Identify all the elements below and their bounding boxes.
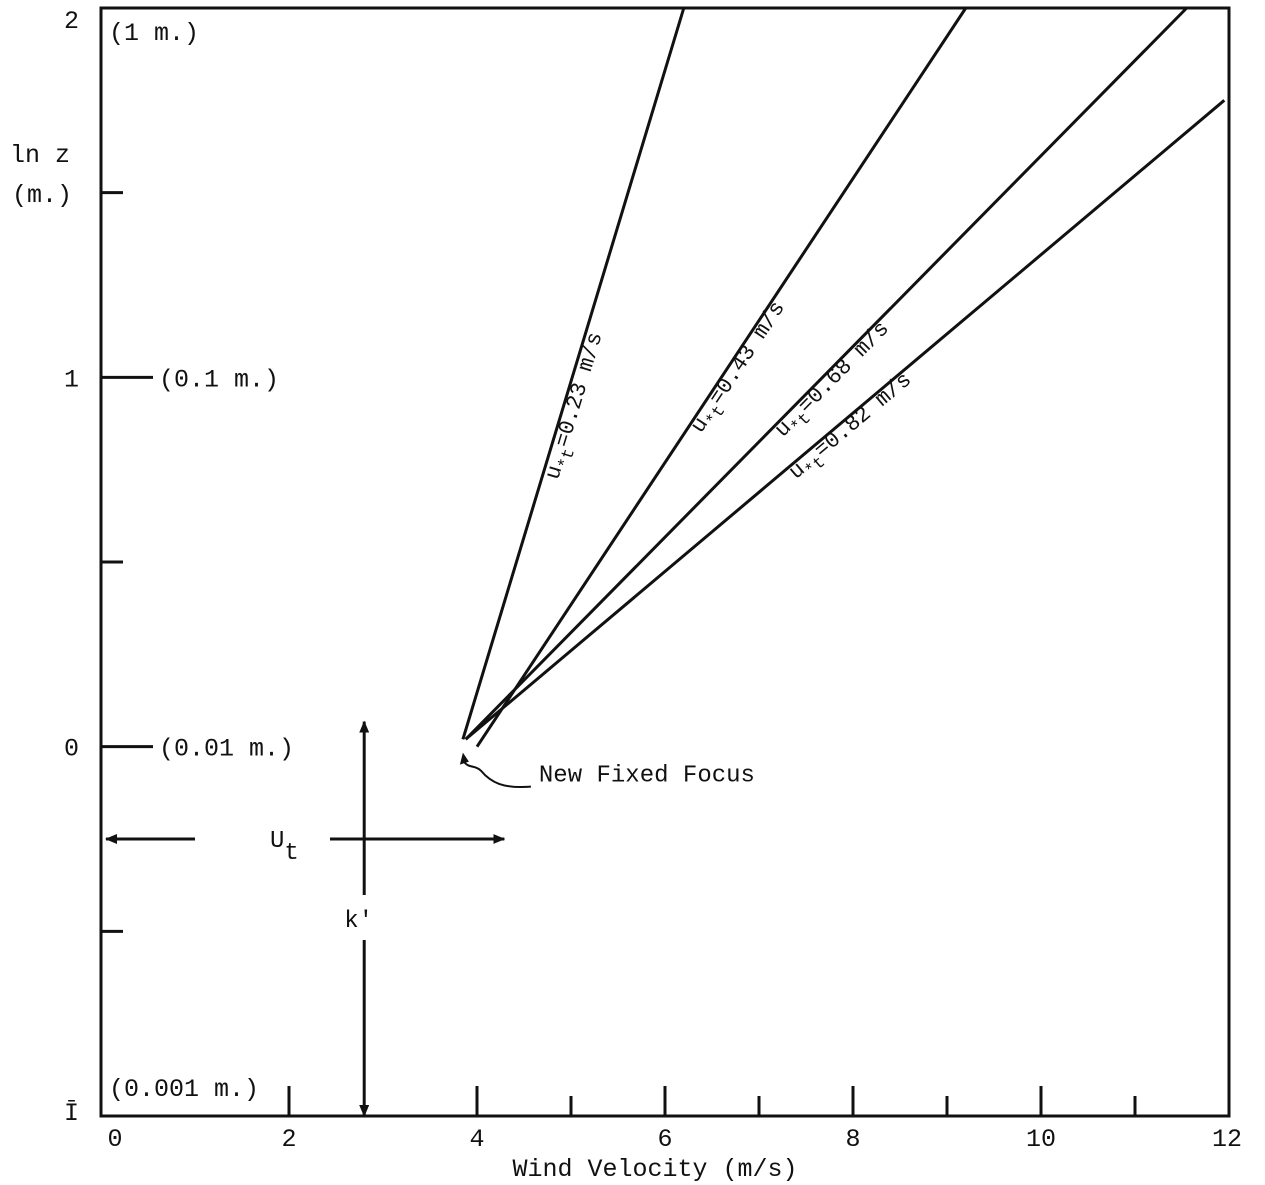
focus-label: New Fixed Focus — [539, 763, 755, 790]
series-label-rest: =0.43 m/s — [704, 297, 790, 410]
series-line — [475, 7, 968, 748]
x-tick-label: 8 — [845, 1125, 860, 1154]
series-label-subscript: *t — [556, 447, 580, 472]
x-tick-label: 4 — [469, 1125, 484, 1154]
focus-arrow-tip — [459, 752, 469, 765]
y-tick-label: Ī — [64, 1099, 79, 1128]
ut-label-subscript: t — [284, 840, 298, 867]
series-label: u*t=0.23 m/s — [541, 329, 615, 484]
y-axis-title-line-2: (m.) — [12, 181, 72, 210]
x-axis-title: Wind Velocity (m/s) — [512, 1155, 797, 1184]
series-line — [464, 6, 1188, 741]
x-tick-label: 0 — [107, 1125, 122, 1154]
y-axis-title-line-1: ln z — [10, 141, 70, 170]
y-height-label: (1 m.) — [109, 19, 199, 48]
series-lines: u*t=0.23 m/s u*t=0.43 m/su*t=0.68 m/su*t=… — [461, 6, 1226, 748]
y-height-label: (0.01 m.) — [159, 735, 294, 764]
k-label: k' — [344, 908, 373, 935]
x-tick-label: 12 — [1212, 1125, 1242, 1154]
series-label-rest: =0.23 m/s — [550, 329, 608, 450]
focus-callout-curve — [463, 761, 531, 789]
x-tick-label: 6 — [657, 1125, 672, 1154]
annotations: New Fixed Focus Ut k' — [105, 720, 755, 1117]
series-line — [461, 7, 686, 740]
y-height-label: (0.001 m.) — [109, 1075, 259, 1104]
ut-label-main: U — [270, 828, 284, 855]
y-axis-ticks: Ī (0.001 m.) 0 (0.01 m.) 1 (0.1 m.) 2 (1 m.) — [64, 7, 294, 1128]
ut-label: Ut — [270, 828, 299, 867]
y-tick-label: 1 — [64, 365, 79, 394]
plot-frame — [99, 6, 1231, 1118]
y-height-label: (0.1 m.) — [159, 365, 279, 394]
y-tick-label: 2 — [64, 7, 79, 36]
x-tick-label: 10 — [1026, 1125, 1056, 1154]
x-axis-ticks: 0 2 4 6 8 10 12 — [107, 1086, 1242, 1154]
series-line — [464, 99, 1226, 741]
x-tick-label: 2 — [281, 1125, 296, 1154]
y-tick-label: 0 — [64, 735, 79, 764]
